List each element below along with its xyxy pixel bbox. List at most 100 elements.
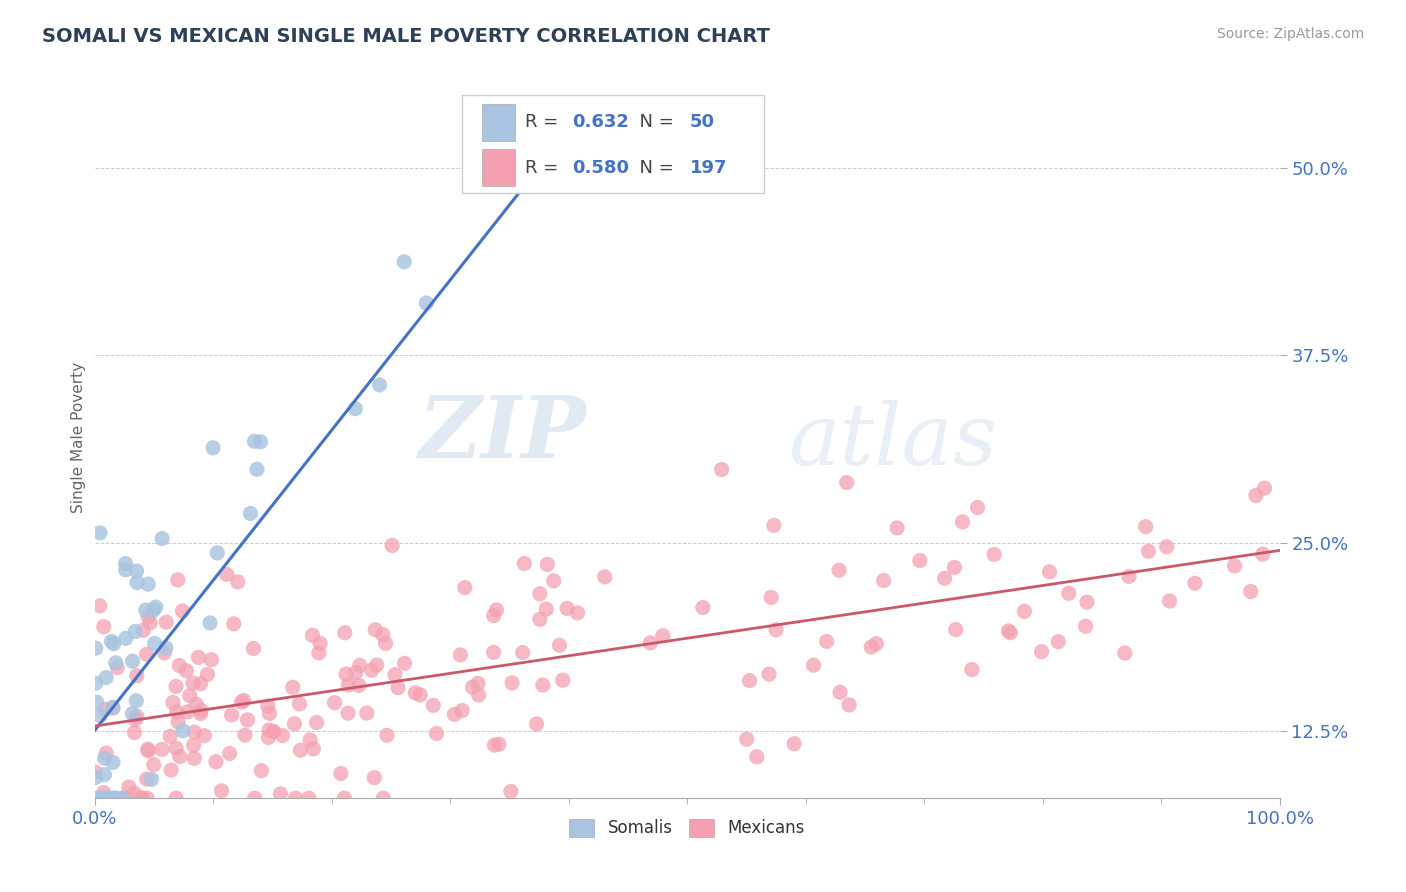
Point bbox=[449, 648, 471, 662]
Text: Source: ZipAtlas.com: Source: ZipAtlas.com bbox=[1216, 27, 1364, 41]
Point bbox=[1223, 559, 1246, 574]
Point bbox=[283, 716, 305, 731]
Text: ZIP: ZIP bbox=[419, 392, 586, 476]
Point bbox=[202, 441, 225, 455]
Point bbox=[872, 574, 894, 588]
Point bbox=[499, 784, 522, 798]
Point bbox=[86, 791, 108, 805]
Point bbox=[394, 657, 416, 671]
Point bbox=[934, 571, 956, 585]
Point bbox=[257, 698, 280, 713]
Y-axis label: Single Male Poverty: Single Male Poverty bbox=[72, 362, 86, 514]
Point bbox=[84, 676, 107, 690]
FancyBboxPatch shape bbox=[482, 149, 515, 186]
Point bbox=[886, 521, 908, 535]
Point bbox=[803, 658, 825, 673]
Point bbox=[233, 728, 256, 742]
Point bbox=[143, 636, 166, 650]
Point bbox=[124, 713, 146, 727]
Point bbox=[1184, 576, 1206, 591]
Point bbox=[484, 738, 506, 752]
Point bbox=[461, 680, 484, 694]
Point bbox=[710, 462, 733, 476]
Point bbox=[966, 500, 988, 515]
Point bbox=[945, 623, 967, 637]
Point bbox=[186, 698, 208, 712]
Point bbox=[167, 714, 190, 729]
Text: 0.632: 0.632 bbox=[572, 113, 628, 131]
Text: 50: 50 bbox=[689, 113, 714, 131]
Point bbox=[371, 627, 394, 641]
Point bbox=[84, 641, 107, 656]
Point bbox=[271, 729, 294, 743]
Point bbox=[454, 581, 477, 595]
Point bbox=[198, 615, 221, 630]
Point bbox=[183, 725, 205, 739]
Point bbox=[187, 650, 209, 665]
Point bbox=[422, 698, 444, 713]
Point bbox=[142, 603, 165, 617]
Point bbox=[104, 656, 127, 670]
Point bbox=[115, 791, 138, 805]
Point bbox=[197, 667, 219, 681]
Text: 0.580: 0.580 bbox=[572, 159, 628, 177]
Point bbox=[125, 668, 148, 682]
Point bbox=[125, 709, 148, 723]
Point bbox=[333, 625, 356, 640]
Point bbox=[231, 695, 253, 709]
Point bbox=[139, 615, 162, 630]
Point bbox=[337, 678, 360, 692]
Point bbox=[347, 679, 370, 693]
Point bbox=[301, 628, 323, 642]
Point bbox=[555, 601, 578, 615]
Point bbox=[375, 728, 398, 742]
Point bbox=[1135, 519, 1157, 533]
Point bbox=[160, 763, 183, 777]
Point bbox=[482, 645, 505, 659]
Point bbox=[451, 704, 474, 718]
Point bbox=[125, 564, 148, 578]
Point bbox=[101, 700, 124, 714]
Point bbox=[222, 616, 245, 631]
Point bbox=[169, 749, 191, 764]
Point bbox=[86, 695, 108, 709]
Point bbox=[759, 591, 782, 605]
Point bbox=[162, 695, 184, 709]
Point bbox=[425, 726, 447, 740]
Point bbox=[84, 764, 107, 779]
Point bbox=[165, 680, 187, 694]
Point bbox=[207, 546, 229, 560]
Point bbox=[323, 696, 346, 710]
Point bbox=[155, 615, 177, 630]
Point bbox=[193, 729, 215, 743]
Point bbox=[467, 688, 489, 702]
Point bbox=[112, 791, 135, 805]
Point bbox=[218, 747, 240, 761]
Point bbox=[239, 507, 262, 521]
Text: 197: 197 bbox=[689, 159, 727, 177]
Point bbox=[501, 675, 523, 690]
Point bbox=[302, 742, 325, 756]
Point bbox=[135, 772, 157, 786]
Point bbox=[1251, 547, 1274, 561]
Point bbox=[738, 673, 761, 688]
Point bbox=[745, 750, 768, 764]
Point bbox=[308, 646, 330, 660]
Point bbox=[983, 548, 1005, 562]
Point bbox=[136, 791, 159, 805]
Point bbox=[997, 624, 1019, 638]
Point bbox=[536, 602, 558, 616]
Point bbox=[93, 620, 115, 634]
Point bbox=[121, 706, 143, 721]
Point bbox=[101, 756, 124, 770]
Point bbox=[136, 609, 159, 624]
Text: R =: R = bbox=[524, 113, 564, 131]
Point bbox=[1253, 481, 1275, 495]
Point bbox=[1031, 645, 1053, 659]
Point bbox=[136, 742, 159, 756]
Point bbox=[758, 667, 780, 681]
Text: SOMALI VS MEXICAN SINGLE MALE POVERTY CORRELATION CHART: SOMALI VS MEXICAN SINGLE MALE POVERTY CO… bbox=[42, 27, 770, 45]
Point bbox=[111, 791, 134, 805]
Point bbox=[364, 623, 387, 637]
Point bbox=[765, 623, 787, 637]
